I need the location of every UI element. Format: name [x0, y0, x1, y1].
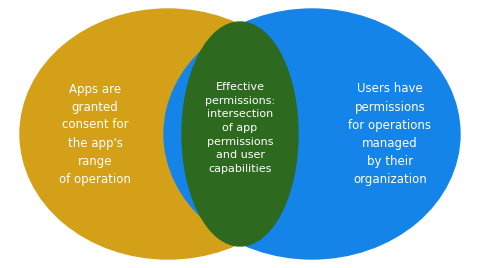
Text: Effective
permissions:
intersection
of app
permissions
and user
capabilities: Effective permissions: intersection of a… — [205, 82, 275, 174]
Ellipse shape — [164, 9, 460, 259]
Text: Users have
permissions
for operations
managed
by their
organization: Users have permissions for operations ma… — [348, 83, 432, 185]
Ellipse shape — [20, 9, 316, 259]
Text: Apps are
granted
consent for
the app's
range
of operation: Apps are granted consent for the app's r… — [59, 83, 131, 185]
Ellipse shape — [182, 22, 298, 246]
